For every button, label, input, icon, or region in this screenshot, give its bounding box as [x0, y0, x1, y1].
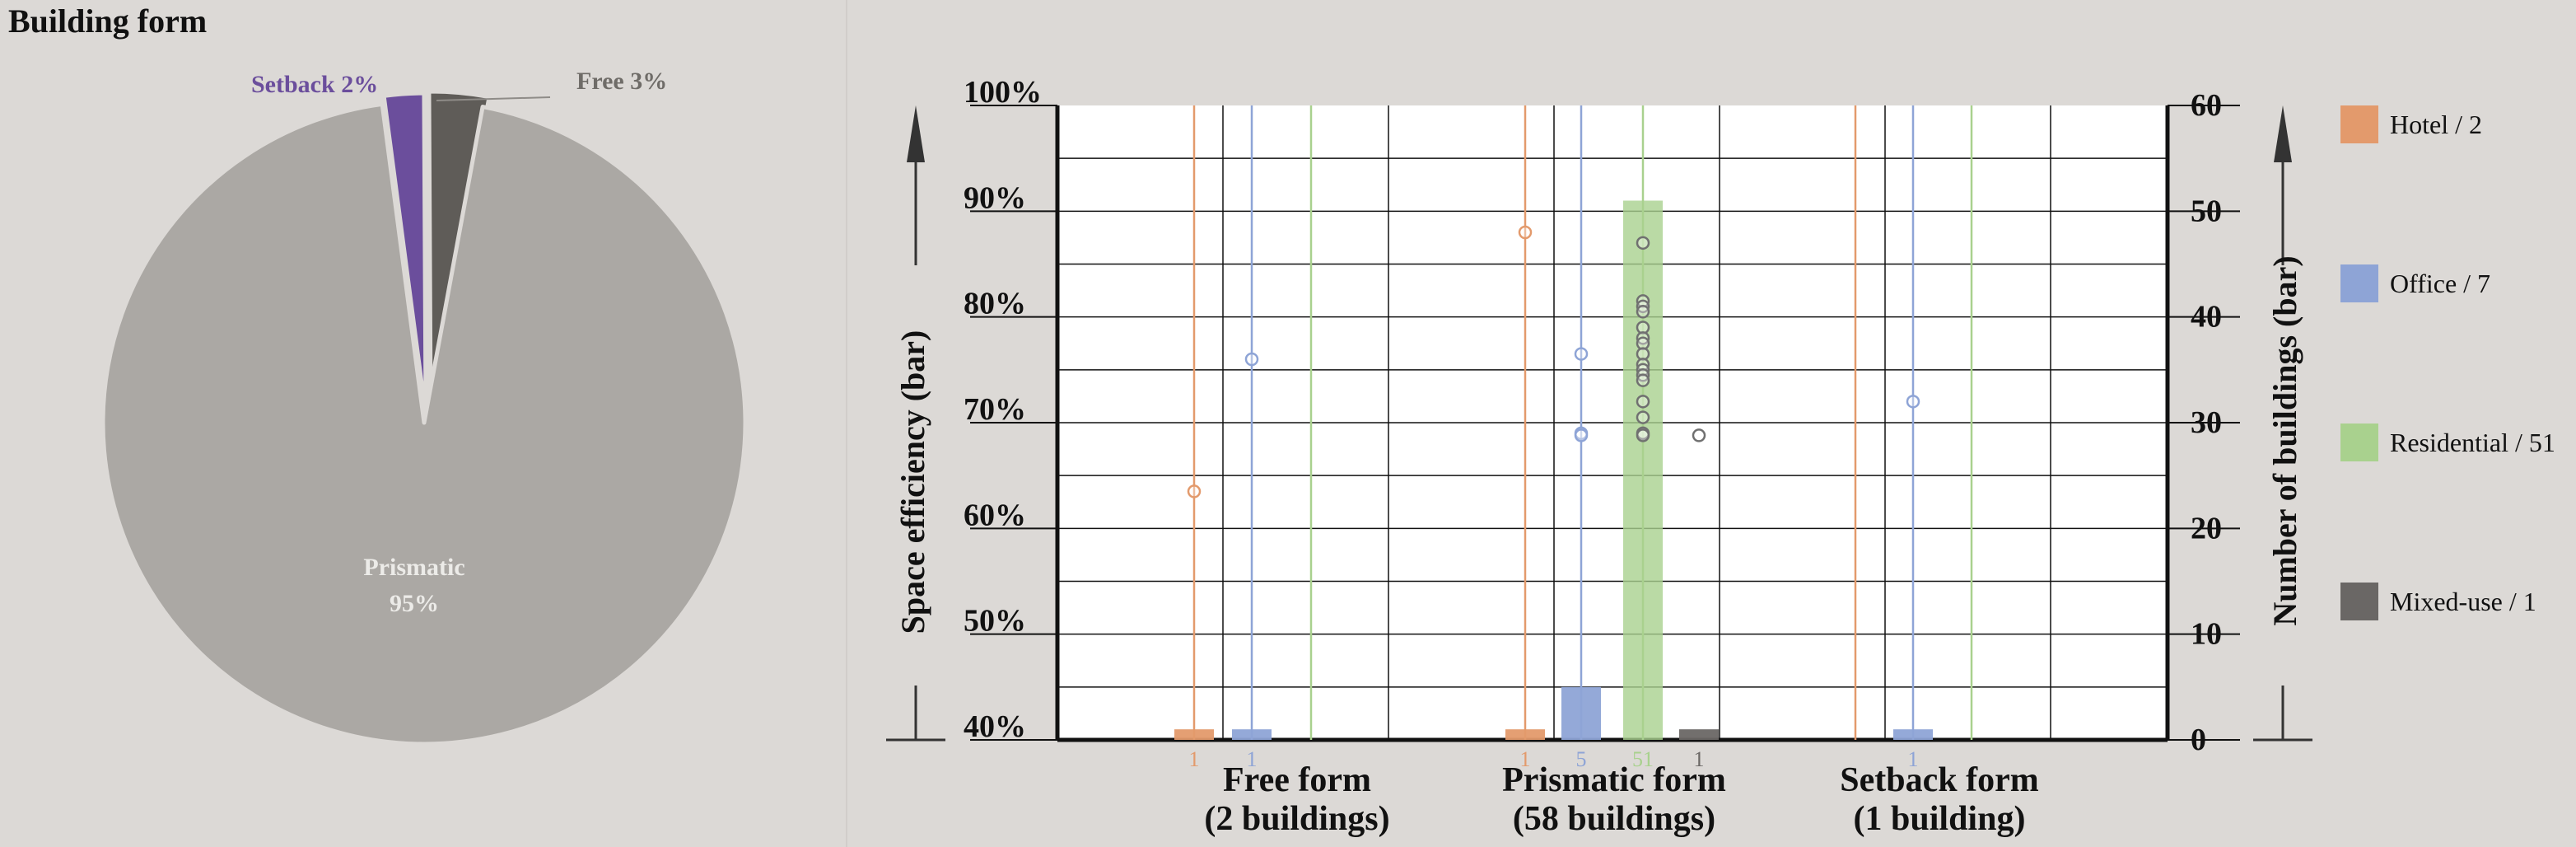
count-bar-residential — [1623, 200, 1663, 740]
left-tick-label: 80% — [964, 287, 1026, 321]
right-tick-label: 20 — [2191, 511, 2222, 545]
count-bar-office — [1561, 686, 1601, 740]
bar-chart: 40% 50% 60% 70% 80% 90% 100% 0 10 20 30 40 50 60 Space… — [886, 75, 2555, 838]
count-label-office: 1 — [1908, 747, 1919, 771]
efficiency-point-residential — [1636, 373, 1650, 387]
count-bar-hotel — [1505, 729, 1545, 740]
legend-label: Mixed-use / 1 — [2390, 587, 2536, 616]
left-axis-arrow-head — [907, 105, 925, 162]
count-label-office: 1 — [1247, 747, 1258, 771]
page-title: Building form — [8, 2, 208, 40]
pie-label-free-name: Free — [576, 68, 630, 95]
efficiency-point-office — [1574, 347, 1589, 361]
legend-label: Office / 7 — [2390, 269, 2490, 298]
efficiency-point-hotel — [1518, 225, 1533, 240]
efficiency-point-office — [1906, 395, 1920, 409]
left-tick-label: 50% — [964, 604, 1026, 639]
legend-swatch — [2340, 105, 2378, 143]
efficiency-point-residential — [1636, 395, 1650, 409]
count-label-hotel: 1 — [1189, 747, 1200, 771]
efficiency-point-residential — [1636, 305, 1650, 319]
legend-swatch — [2340, 424, 2378, 461]
pie-chart: Setback 2% Free 3% Prismatic 95% — [100, 68, 748, 746]
pie-label-prismatic-name: Prismatic — [363, 554, 464, 581]
left-axis-title: Space efficiency (bar) — [894, 330, 931, 634]
right-tick-label: 0 — [2191, 723, 2206, 757]
right-tick-label: 50 — [2191, 194, 2222, 228]
count-bar-mixed-use — [1679, 729, 1719, 740]
left-tick-label: 90% — [964, 180, 1026, 215]
efficiency-point-residential — [1636, 428, 1650, 442]
pie-label-prismatic-pct: 95% — [390, 590, 439, 617]
left-tick-label: 60% — [964, 498, 1026, 532]
count-label-mixed-use: 1 — [1694, 747, 1705, 771]
right-axis-title: Number of buildings (bar) — [2266, 255, 2303, 625]
group-label-line1: Prismatic form — [1502, 761, 1726, 799]
count-label-office: 5 — [1576, 747, 1587, 771]
right-tick-label: 30 — [2191, 405, 2222, 440]
efficiency-point-office — [1244, 352, 1259, 367]
group-label-line2: (58 buildings) — [1513, 800, 1715, 838]
left-panel: Building form Setback 2% Free 3% Prismatic… — [0, 0, 847, 847]
legend-swatch — [2340, 264, 2378, 302]
pie-label-free-pct: 3% — [630, 68, 667, 95]
pie-slice-setback — [381, 91, 428, 417]
legend-label: Residential / 51 — [2390, 428, 2555, 457]
right-axis-arrow-head — [2274, 105, 2292, 162]
pie-label-setback: Setback 2% — [251, 71, 378, 98]
legend-label: Hotel / 2 — [2390, 110, 2482, 139]
count-label-residential: 51 — [1632, 747, 1654, 771]
free-leader-line — [436, 96, 551, 101]
left-tick-label: 40% — [964, 709, 1026, 744]
right-tick-label: 60 — [2191, 88, 2222, 123]
efficiency-point-residential — [1636, 410, 1650, 424]
left-tick-label: 100% — [964, 75, 1042, 110]
group-label-line1: Setback form — [1840, 761, 2038, 799]
efficiency-point-hotel — [1187, 484, 1202, 498]
right-tick-label: 40 — [2191, 300, 2222, 335]
right-tick-label: 10 — [2191, 617, 2222, 652]
group-label-line1: Free form — [1223, 761, 1371, 799]
count-bar-office — [1893, 729, 1933, 740]
efficiency-point-mixed-use — [1692, 428, 1706, 442]
group-label-line2: (2 buildings) — [1204, 800, 1389, 838]
count-bar-office — [1232, 729, 1272, 740]
efficiency-point-residential — [1636, 236, 1650, 250]
left-tick-label: 70% — [964, 392, 1026, 427]
efficiency-point-office — [1574, 428, 1589, 442]
panel-divider — [846, 0, 847, 847]
count-bar-hotel — [1174, 729, 1214, 740]
legend-swatch — [2340, 583, 2378, 620]
pie-label-setback-pct: 2% — [341, 71, 378, 98]
group-label-line2: (1 building) — [1854, 800, 2026, 838]
pie-slice-prismatic — [100, 101, 748, 746]
pie-label-free: Free 3% — [576, 68, 667, 95]
pie-label-setback-name: Setback — [251, 71, 341, 98]
count-label-hotel: 1 — [1520, 747, 1531, 771]
